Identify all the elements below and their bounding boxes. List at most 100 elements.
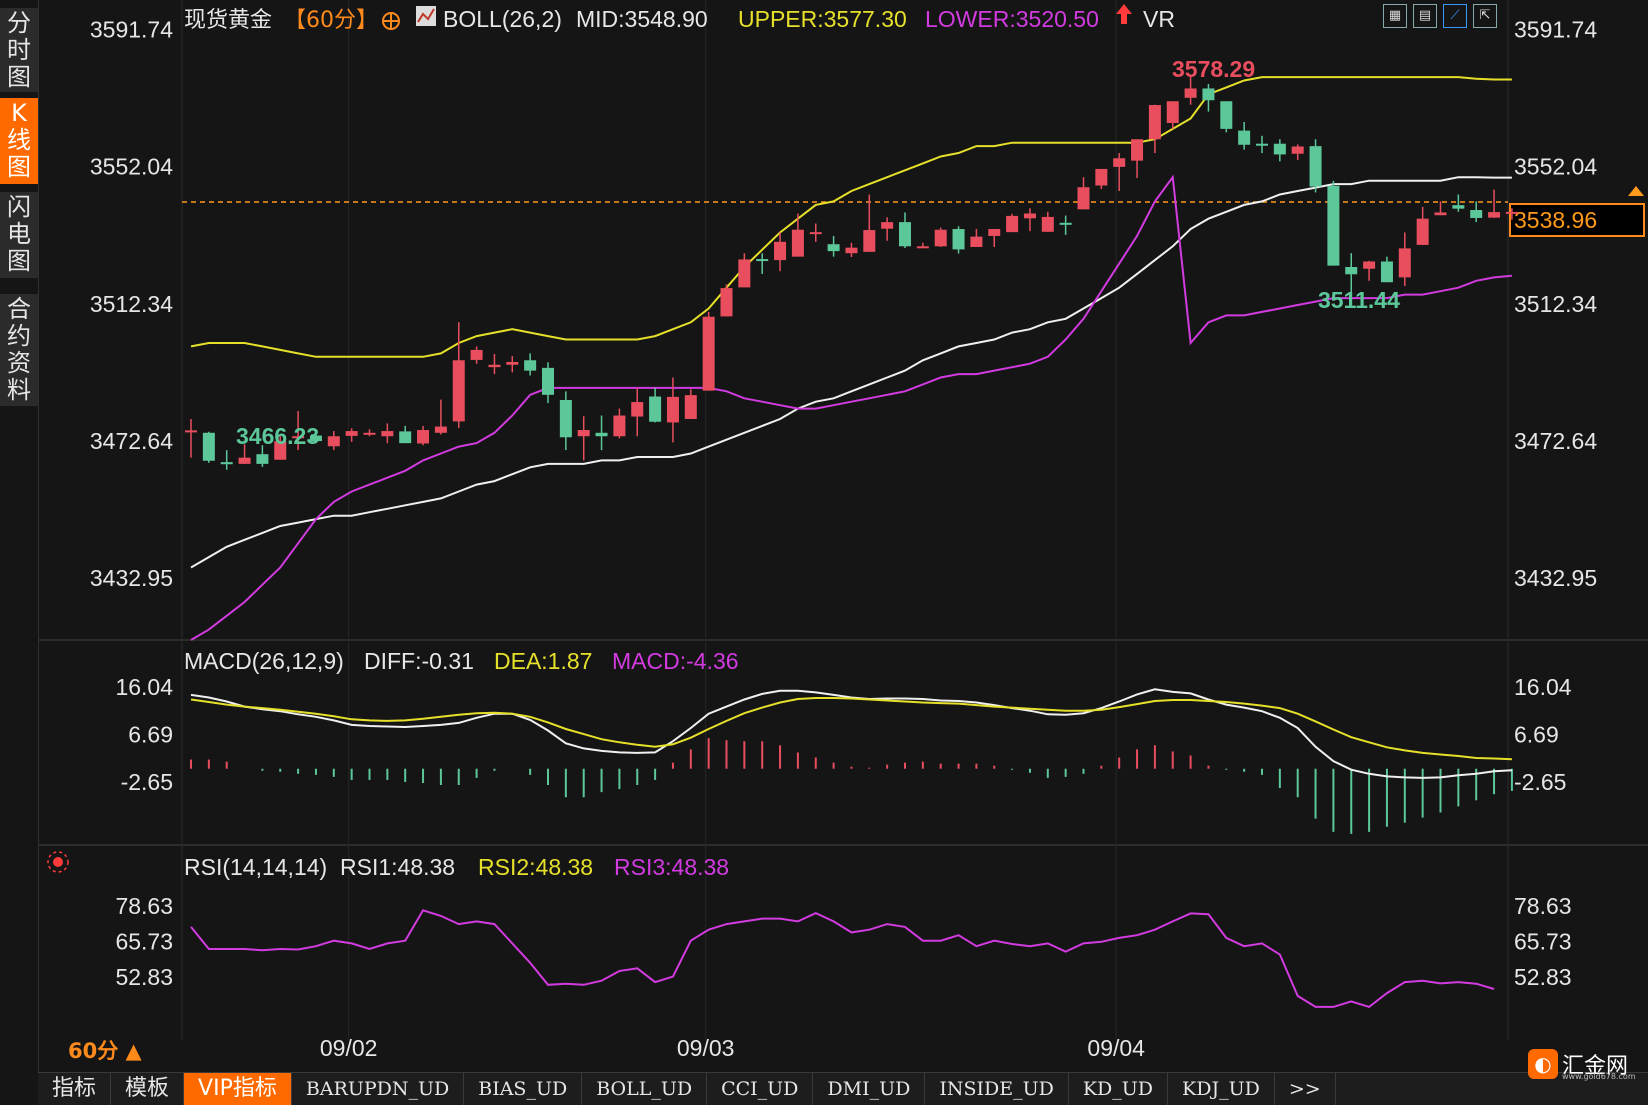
candle-body xyxy=(1006,215,1019,233)
rsi-title: RSI(14,14,14) xyxy=(184,854,327,880)
candle-body xyxy=(934,229,947,247)
price-axis-right: 3591.74 3552.04 3512.34 3472.64 3432.95 xyxy=(1514,17,1597,591)
current-price-label: 3538.96 xyxy=(1514,207,1597,233)
rsi-tick-right: 52.83 xyxy=(1514,964,1572,990)
tab-templates[interactable]: 模板 xyxy=(111,1073,185,1105)
tab-kd-ud[interactable]: KD_UD xyxy=(1069,1073,1169,1105)
arrow-up-icon[interactable] xyxy=(1116,4,1132,24)
tab-indicators[interactable]: 指标 xyxy=(38,1073,112,1105)
candle-body xyxy=(202,432,215,461)
price-tick-left: 3512.34 xyxy=(90,291,173,317)
tab-more[interactable]: >> xyxy=(1275,1073,1336,1105)
candle-body xyxy=(952,229,965,250)
candle-body xyxy=(363,432,376,435)
candle-body xyxy=(809,232,822,235)
rsi-axis-left: 78.63 65.73 52.83 xyxy=(115,893,173,990)
boll-lines xyxy=(190,76,1512,641)
candle-body xyxy=(1131,139,1144,161)
macd-histogram xyxy=(190,738,1513,834)
grid-layout-icon[interactable]: ▦ xyxy=(1383,4,1407,28)
macd-tick-right: 16.04 xyxy=(1514,674,1572,700)
tab-bias-ud[interactable]: BIAS_UD xyxy=(464,1073,583,1105)
candle-body xyxy=(1184,88,1197,98)
candle-body xyxy=(345,431,358,436)
expand-icon[interactable]: ⇱ xyxy=(1473,4,1497,28)
tab-barupdn-ud[interactable]: BARUPDN_UD xyxy=(292,1073,465,1105)
candle-body xyxy=(899,222,911,247)
sidebar-tab-label: 分时图 xyxy=(7,9,31,91)
left-low-marker-label: 3466.23 xyxy=(236,423,319,449)
tab-dmi-ud[interactable]: DMI_UD xyxy=(813,1073,926,1105)
candle-body xyxy=(327,436,340,447)
candle-body xyxy=(720,288,733,317)
crosshair-icon[interactable] xyxy=(382,12,400,30)
candle-body xyxy=(684,395,697,419)
boll-upper: UPPER:3577.30 xyxy=(738,6,907,32)
candle-body xyxy=(1273,143,1286,155)
macd-tick-left: 16.04 xyxy=(115,674,173,700)
candle-body xyxy=(791,229,804,257)
candle-body xyxy=(1166,101,1179,124)
sidebar-tab-intraday[interactable]: 分时图 xyxy=(0,8,38,92)
price-axis-left: 3591.74 3552.04 3512.34 3472.64 3432.95 xyxy=(90,17,173,591)
macd-tick-right: 6.69 xyxy=(1514,722,1559,748)
site-logo: ◐ 汇金网 www.gold678.com xyxy=(1528,1048,1636,1081)
time-label: 09/03 xyxy=(677,1035,735,1061)
candle-body xyxy=(524,360,537,371)
candle-body xyxy=(756,259,769,262)
candle-body xyxy=(1023,213,1036,219)
rsi-axis-right: 78.63 65.73 52.83 xyxy=(1514,893,1572,990)
candle-body xyxy=(220,462,233,465)
period-selector[interactable]: 60分 ▲ xyxy=(68,1039,143,1063)
candle-body xyxy=(399,431,412,444)
boll-mid: MID:3548.90 xyxy=(576,6,708,32)
candle-body xyxy=(488,364,501,368)
rsi-tick-left: 52.83 xyxy=(115,964,173,990)
candle-body xyxy=(881,222,894,229)
candle-body xyxy=(1327,185,1340,266)
logo-text: 汇金网 xyxy=(1562,1054,1629,1079)
candle-body xyxy=(506,361,519,365)
candle-body xyxy=(1434,212,1447,216)
candle-body xyxy=(1220,101,1233,129)
tab-boll-ud[interactable]: BOLL_UD xyxy=(582,1073,708,1105)
chart-toolbar: ▦ ▤ ⟋ ⇱ xyxy=(1383,4,1497,28)
macd-axis-right: 16.04 6.69 -2.65 xyxy=(1514,674,1572,795)
boll-mid-line xyxy=(190,176,1512,569)
candle-body xyxy=(274,441,287,460)
macd-tick-left: -2.65 xyxy=(121,769,173,795)
candle-body xyxy=(631,402,644,417)
sidebar-tab-kline[interactable]: K线图 xyxy=(0,98,38,184)
rsi3-value: RSI3:48.38 xyxy=(614,854,729,880)
candle-body xyxy=(1416,218,1429,245)
candles xyxy=(185,76,1518,470)
sidebar-tab-flash[interactable]: 闪电图 xyxy=(0,192,38,278)
instrument-title: 现货黄金 xyxy=(184,8,272,33)
price-tick-left: 3552.04 xyxy=(90,154,173,180)
candle-body xyxy=(1148,105,1161,140)
candle-body xyxy=(845,247,858,254)
macd-diff: DIFF:-0.31 xyxy=(364,648,474,674)
tab-vip-indicators[interactable]: VIP指标 xyxy=(184,1073,292,1105)
candle-body xyxy=(434,426,447,433)
boll-upper-line xyxy=(190,76,1512,358)
sidebar-tab-contract[interactable]: 合约资料 xyxy=(0,294,38,406)
candle-body xyxy=(1059,222,1072,225)
candle-body xyxy=(1345,267,1358,275)
vr-label[interactable]: VR xyxy=(1143,6,1175,32)
draw-line-icon[interactable]: ⟋ xyxy=(1443,4,1467,28)
tab-cci-ud[interactable]: CCI_UD xyxy=(707,1073,814,1105)
indicator-chart-icon[interactable] xyxy=(416,6,436,26)
time-label: 09/04 xyxy=(1087,1035,1145,1061)
sidebar-tab-label: 合约资料 xyxy=(7,295,31,404)
tab-kdj-ud[interactable]: KDJ_UD xyxy=(1168,1073,1275,1105)
chart-canvas[interactable]: 现货黄金 【60分】 BOLL(26,2) MID:3548.90 UPPER:… xyxy=(0,0,1648,1072)
candle-body xyxy=(381,431,394,437)
period-tag[interactable]: 【60分】 xyxy=(284,8,378,33)
settings-sun-icon[interactable] xyxy=(47,851,69,873)
calendar-icon[interactable]: ▤ xyxy=(1413,4,1437,28)
tab-inside-ud[interactable]: INSIDE_UD xyxy=(925,1073,1069,1105)
price-tick-right: 3552.04 xyxy=(1514,154,1597,180)
macd-value: MACD:-4.36 xyxy=(612,648,739,674)
candle-body xyxy=(1380,261,1393,283)
